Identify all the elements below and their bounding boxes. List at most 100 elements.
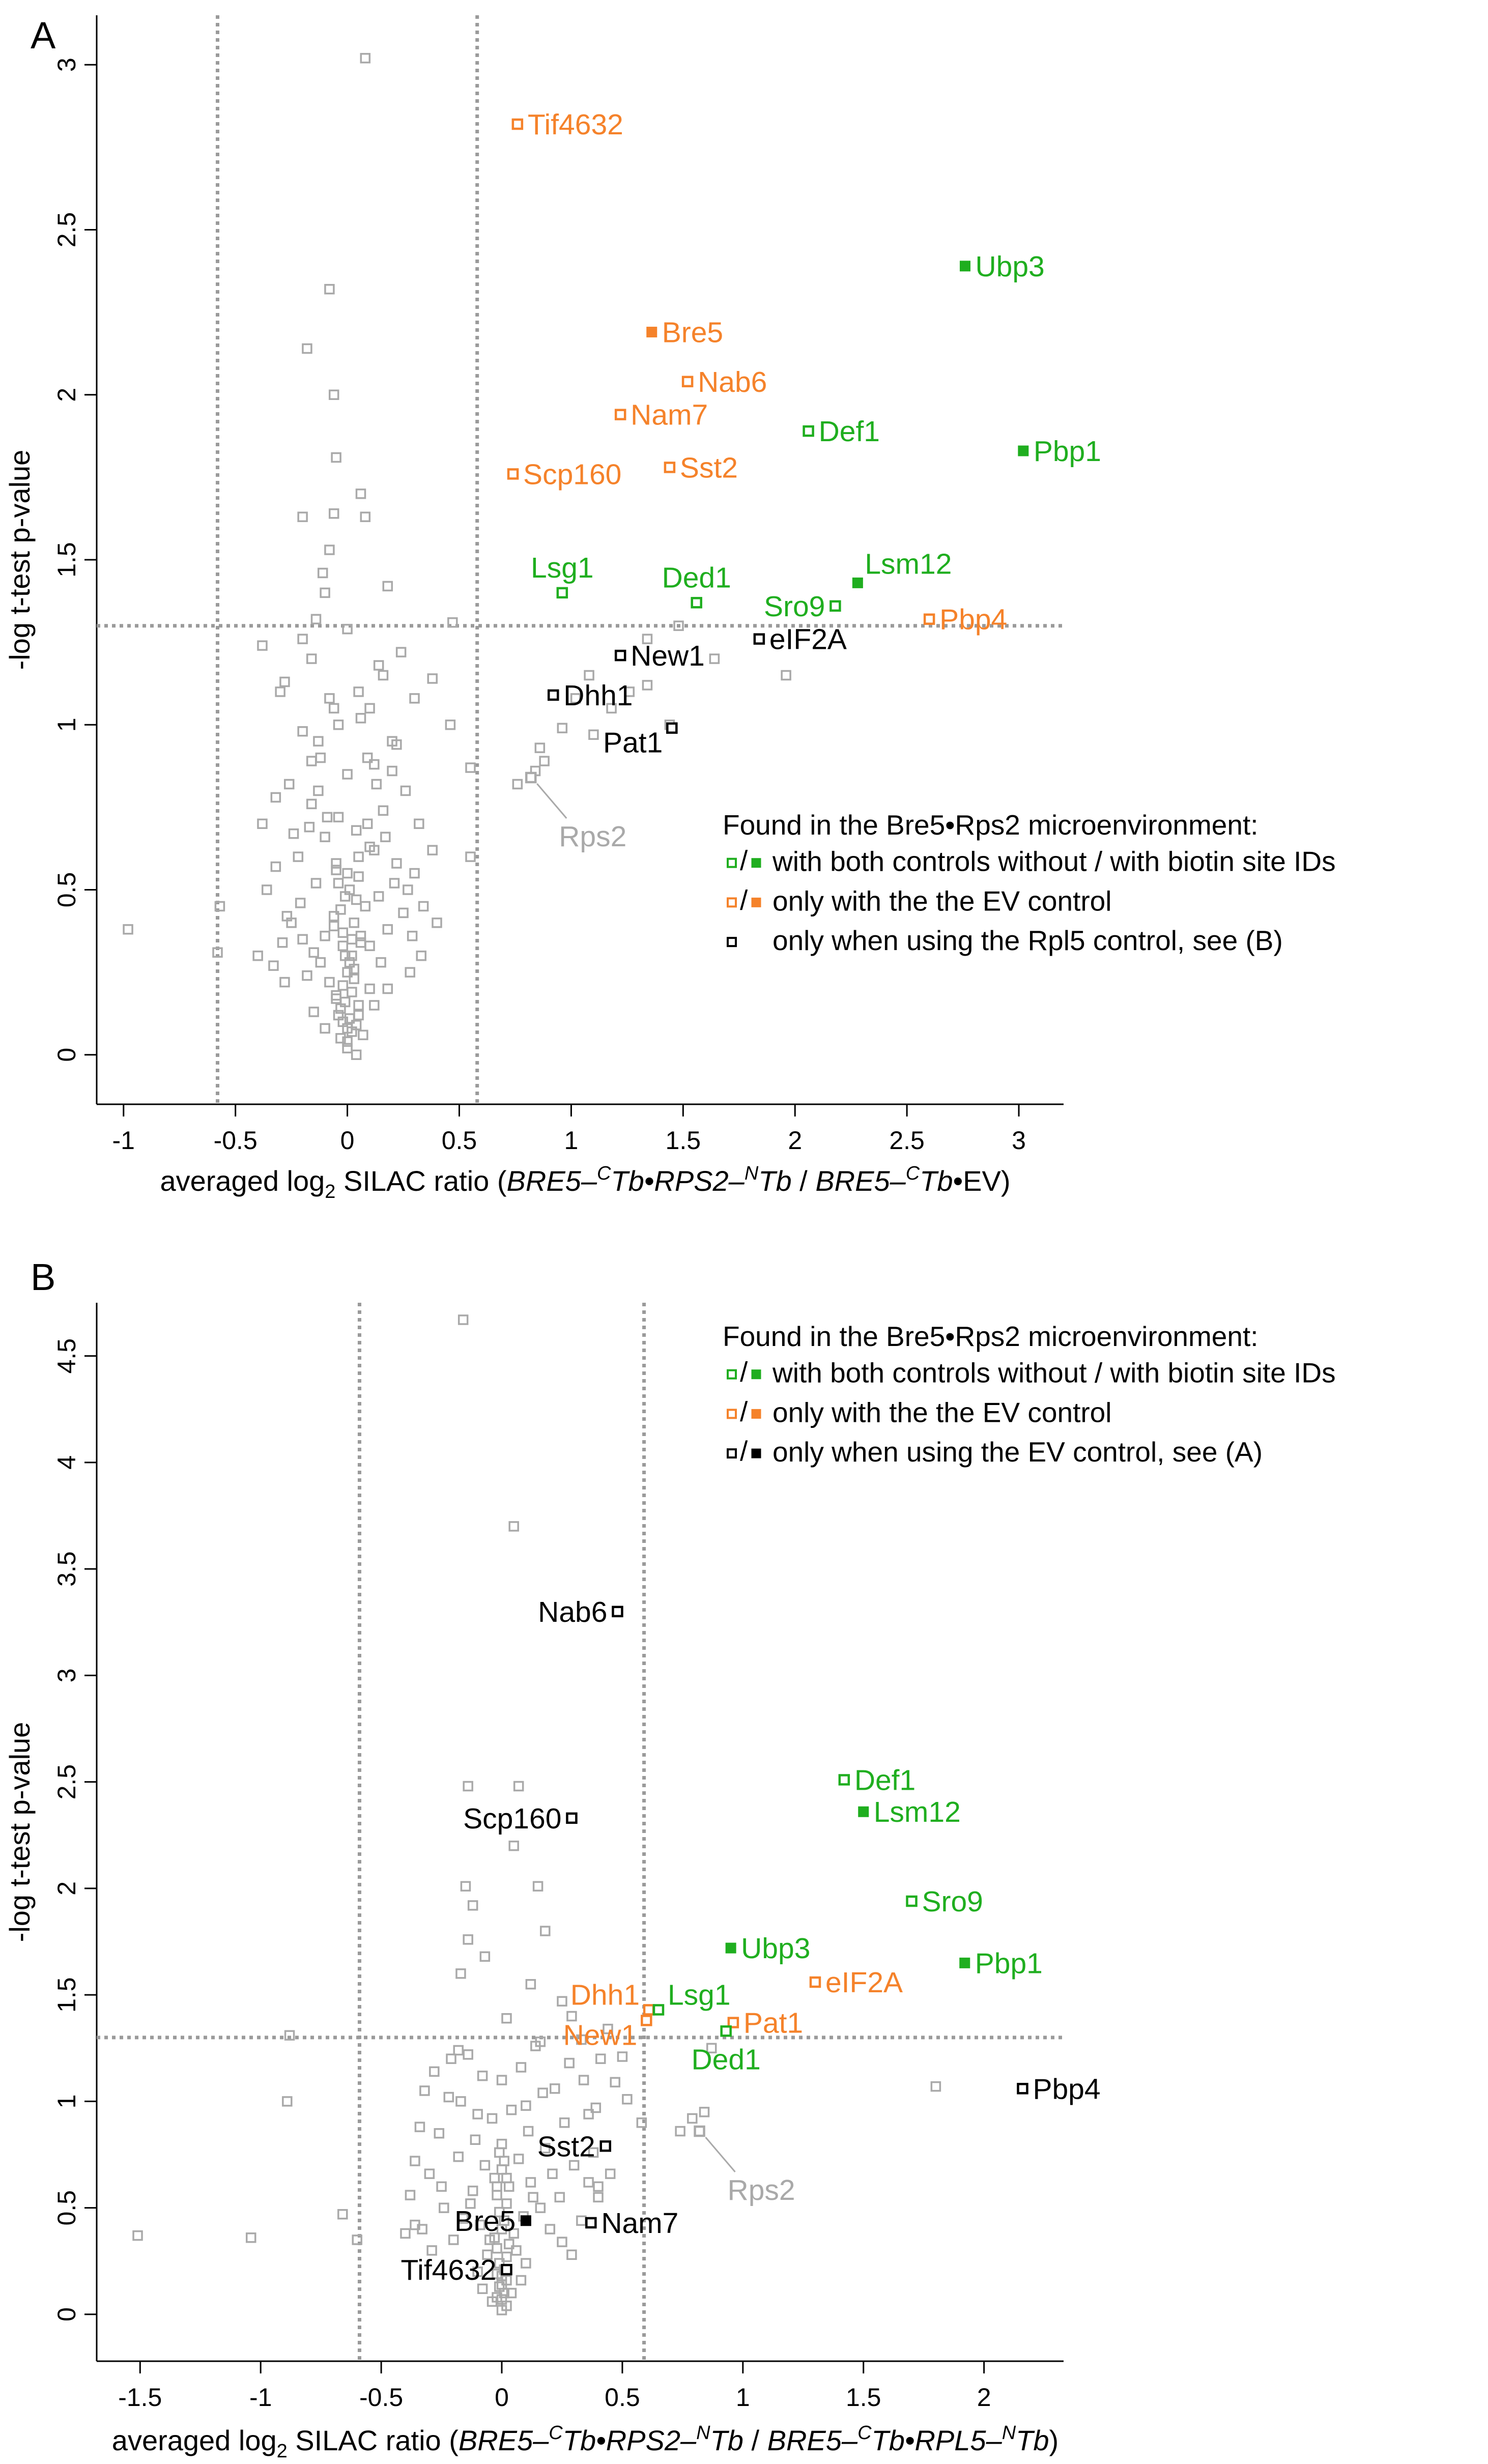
- background-protein-point: [479, 1951, 491, 1962]
- background-protein-point: [523, 2126, 534, 2137]
- background-protein-point: [313, 736, 324, 747]
- background-protein-point: [328, 921, 339, 932]
- background-protein-point: [414, 2122, 425, 2132]
- background-protein-point: [320, 931, 330, 941]
- x-tick-label: 1.5: [846, 2383, 881, 2412]
- background-protein-point: [584, 670, 594, 681]
- background-protein-point: [353, 686, 364, 697]
- background-protein-point: [624, 686, 635, 697]
- highlight-label: Pbp1: [1034, 435, 1101, 468]
- background-protein-point: [499, 2156, 509, 2166]
- background-protein-point: [617, 2051, 628, 2062]
- highlight-point-filled: [1018, 445, 1029, 456]
- background-protein-point: [373, 891, 384, 902]
- background-protein-point: [339, 891, 351, 902]
- background-protein-point: [501, 2013, 512, 2024]
- background-protein-point: [557, 2237, 567, 2247]
- highlight-label: Def1: [854, 1764, 915, 1796]
- background-protein-point: [416, 950, 426, 961]
- legend-marker-open: [727, 1448, 737, 1459]
- background-protein-point: [479, 2160, 491, 2171]
- background-protein-point: [501, 2251, 512, 2262]
- highlight-label: New1: [563, 2019, 638, 2051]
- background-protein-point: [512, 779, 523, 790]
- background-protein-point: [472, 2109, 483, 2119]
- background-protein-point: [382, 924, 393, 935]
- background-protein-point: [279, 676, 290, 687]
- background-protein-point: [465, 851, 476, 862]
- background-protein-point: [342, 623, 353, 635]
- y-tick-label: 2: [52, 1881, 81, 1896]
- background-protein-point: [496, 2164, 507, 2175]
- background-protein-point: [492, 2181, 502, 2192]
- background-protein-point: [347, 987, 357, 997]
- background-protein-point: [494, 2207, 505, 2218]
- background-protein-point: [214, 901, 225, 912]
- background-protein-point: [382, 983, 393, 994]
- y-tick-label: 4.5: [52, 1338, 81, 1374]
- background-protein-point: [132, 2230, 143, 2241]
- highlight-point-open: [525, 771, 537, 784]
- background-protein-point: [564, 2057, 575, 2069]
- x-tick-label: 2: [977, 2383, 991, 2412]
- background-protein-point: [465, 2198, 476, 2209]
- highlight-point-open: [664, 462, 676, 473]
- y-tick-label: 4: [52, 1455, 81, 1470]
- background-protein-point: [508, 1521, 519, 1532]
- background-protein-point: [477, 2070, 488, 2081]
- background-protein-point: [534, 742, 546, 753]
- panel-letter: B: [31, 1256, 55, 1298]
- legend-marker-open: [727, 1409, 737, 1419]
- background-protein-point: [295, 898, 306, 908]
- background-protein-point: [342, 1043, 353, 1054]
- y-tick-label: 0: [52, 1048, 81, 1062]
- background-protein-point: [282, 2096, 293, 2107]
- background-protein-point: [513, 2154, 524, 2164]
- background-protein-point: [315, 957, 326, 968]
- y-tick-label: 0.5: [52, 2190, 81, 2226]
- background-protein-point: [344, 1013, 355, 1024]
- background-protein-point: [559, 2117, 570, 2128]
- background-protein-point: [568, 2160, 580, 2171]
- background-protein-point: [583, 2177, 594, 2188]
- background-protein-point: [317, 567, 328, 579]
- x-axis-title: averaged log2 SILAC ratio (BRE5–CTb•RPS2…: [160, 1163, 1010, 1202]
- highlight-point-open: [753, 633, 765, 645]
- y-tick-label: 2: [52, 388, 81, 402]
- background-protein-point: [410, 2156, 420, 2166]
- highlight-point-open: [507, 468, 519, 480]
- background-protein-point: [503, 2239, 514, 2250]
- background-protein-point: [477, 2283, 488, 2294]
- label-connector: [705, 2137, 736, 2172]
- background-protein-point: [376, 957, 386, 968]
- background-protein-point: [593, 2192, 604, 2202]
- background-protein-point: [324, 977, 335, 988]
- background-protein-point: [603, 2023, 613, 2035]
- background-protein-point: [353, 851, 364, 862]
- panel-letter: A: [31, 14, 56, 56]
- background-protein-point: [405, 2190, 416, 2200]
- highlight-label: Lsg1: [668, 1979, 731, 2011]
- highlight-label: Pbp4: [939, 604, 1007, 636]
- legend-entry-text: only with the the EV control: [772, 1396, 1111, 1428]
- highlight-point-open: [599, 2140, 612, 2152]
- x-tick-label: -0.5: [359, 2383, 403, 2412]
- background-protein-point: [373, 660, 384, 671]
- highlight-label: Sro9: [922, 1885, 983, 1918]
- background-protein-point: [501, 2275, 512, 2286]
- background-protein-point: [320, 1023, 330, 1034]
- highlight-point-open: [547, 689, 559, 701]
- legend-entry-text: with both controls without / with biotin…: [772, 846, 1336, 877]
- background-protein-point: [588, 2147, 599, 2158]
- background-protein-point: [455, 1968, 466, 1979]
- background-protein-point: [257, 818, 268, 829]
- background-protein-point: [342, 868, 353, 879]
- highlight-point-open: [511, 118, 524, 130]
- highlight-point-filled: [520, 2215, 531, 2226]
- background-protein-point: [342, 1036, 353, 1047]
- background-protein-point: [400, 2228, 411, 2239]
- background-protein-point: [622, 2094, 633, 2105]
- background-protein-point: [930, 2081, 941, 2092]
- background-protein-point: [302, 343, 312, 354]
